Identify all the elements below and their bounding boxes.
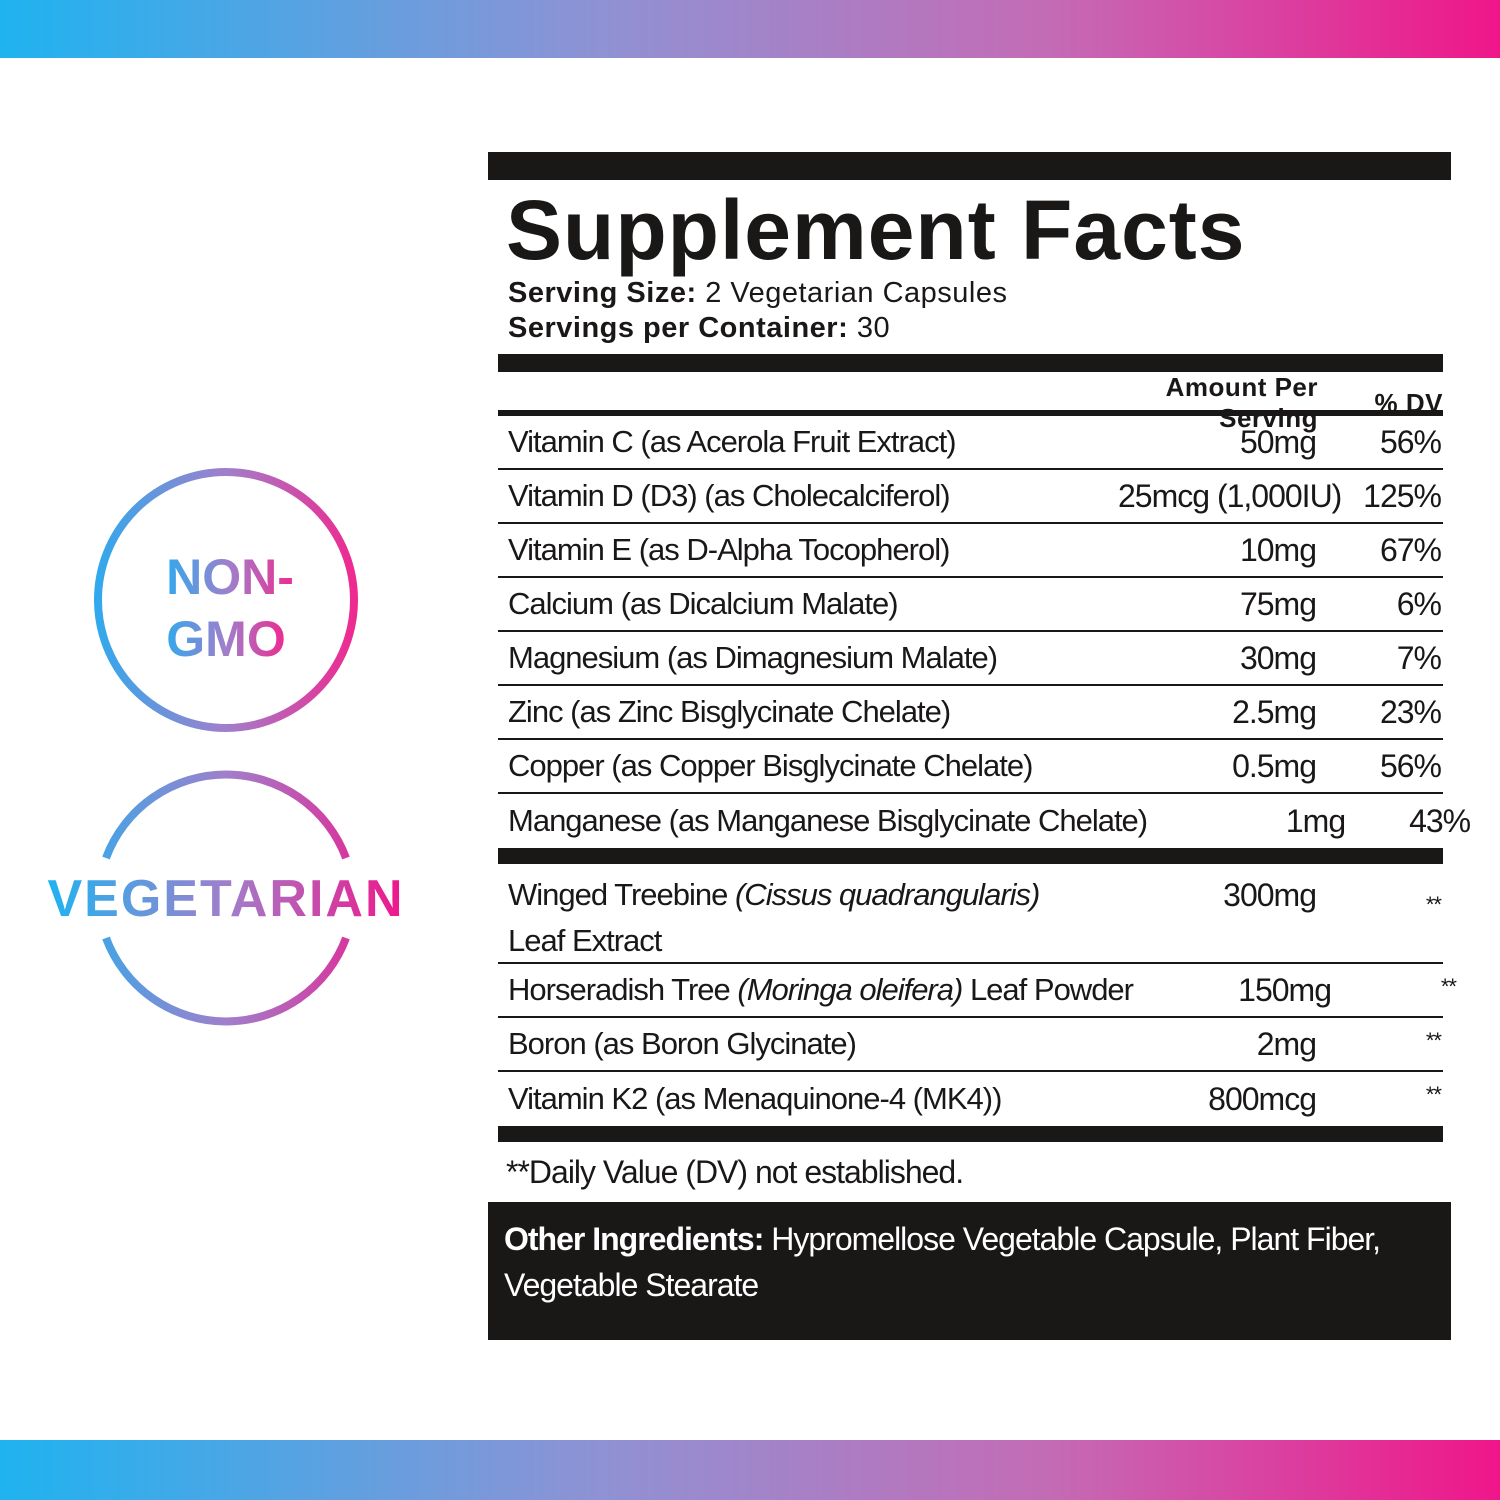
nutrient-dv: 6% [1396, 585, 1442, 622]
vegetarian-badge: VEGETARIAN [47, 764, 403, 1032]
thick-rule [498, 848, 1443, 864]
serving-size-value: 2 Vegetarian Capsules [705, 277, 1008, 309]
nutrient-row: Horseradish Tree (Moringa oleifera) Leaf… [498, 964, 1457, 1018]
non-gmo-badge: NON- GMO [92, 466, 360, 734]
serving-size-label: Serving Size: [508, 277, 697, 309]
nutrient-dv: 7% [1396, 639, 1442, 676]
nutrient-name: Vitamin K2 (as Menaquinone-4 (MK4)) [508, 1081, 1002, 1116]
nutrient-amount: 25mcg (1,000IU) [1118, 477, 1342, 514]
nutrient-dv: 56% [1379, 423, 1442, 460]
nutrient-name: Vitamin D (D3) (as Cholecalciferol) [508, 478, 951, 513]
nutrient-name: Horseradish Tree (Moringa oleifera) Leaf… [508, 972, 1134, 1007]
thick-rule [498, 354, 1443, 372]
nutrient-name: Zinc (as Zinc Bisglycinate Chelate) [508, 694, 951, 729]
nutrient-dv: 23% [1379, 693, 1442, 730]
nutrient-amount: 75mg [1239, 585, 1317, 622]
nutrient-amount: 300mg [1223, 877, 1317, 913]
nutrient-dv: 125% [1363, 477, 1442, 514]
nutrient-amount: 0.5mg [1232, 747, 1317, 784]
nutrient-row: Calcium (as Dicalcium Malate) 75mg 6% [498, 578, 1443, 632]
supplement-facts-label: Supplement Facts Serving Size: 2 Vegetar… [488, 152, 1471, 1340]
nutrient-row: Vitamin D (D3) (as Cholecalciferol) 25mcg… [498, 470, 1443, 524]
nutrient-row: Vitamin K2 (as Menaquinone-4 (MK4)) 800mc… [498, 1072, 1443, 1126]
amount-header: Amount Per Serving [1165, 372, 1318, 433]
column-header: Amount Per Serving % DV [498, 372, 1443, 433]
nutrient-amount: 2mg [1256, 1025, 1317, 1062]
badge-text: VEGETARIAN [47, 870, 404, 928]
nutrient-row: Manganese (as Manganese Bisglycinate Che… [498, 794, 1471, 848]
nutrient-name: Winged Treebine (Cissus quadrangularis) … [508, 877, 1040, 958]
badge-line-1: NON- [166, 549, 294, 605]
nutrient-row: Vitamin C (as Acerola Fruit Extract) 50mg… [498, 416, 1443, 470]
other-ingredients-label: Other Ingredients: [504, 1221, 764, 1257]
nutrient-dv: 67% [1379, 531, 1442, 568]
nutrient-amount: 800mcg [1208, 1080, 1317, 1117]
nutrient-amount: 30mg [1239, 639, 1317, 676]
badge-line-2: GMO [166, 611, 285, 667]
nutrient-name: Copper (as Copper Bisglycinate Chelate) [508, 748, 1033, 783]
gradient-band-bottom [0, 1440, 1500, 1500]
nutrient-row: Vitamin E (as D-Alpha Tocopherol) 10mg 67% [498, 524, 1443, 578]
nutrient-amount: 150mg [1238, 971, 1332, 1008]
nutrient-row: Winged Treebine (Cissus quadrangularis) … [498, 864, 1443, 964]
nutrient-row: Zinc (as Zinc Bisglycinate Chelate) 2.5mg… [498, 686, 1443, 740]
nutrient-name: Calcium (as Dicalcium Malate) [508, 586, 899, 621]
dv-header: % DV [1374, 387, 1443, 418]
gradient-band-top [0, 0, 1500, 58]
nutrient-dv: ** [1425, 1028, 1442, 1053]
rule [498, 410, 1443, 416]
servings-per-container: Servings per Container: 30 [488, 311, 1451, 346]
nutrient-name: Boron (as Boron Glycinate) [508, 1026, 857, 1061]
nutrient-amount: 2.5mg [1232, 693, 1317, 730]
nutrient-amount: 1mg [1285, 802, 1346, 839]
other-ingredients-text: Hypromellose Vegetable Capsule, Plant Fi… [504, 1221, 1381, 1303]
nutrient-name: Manganese (as Manganese Bisglycinate Che… [508, 803, 1148, 838]
nutrient-row: Boron (as Boron Glycinate) 2mg ** [498, 1018, 1443, 1072]
nutrient-row: Copper (as Copper Bisglycinate Chelate) 0… [498, 740, 1443, 794]
nutrient-amount: 50mg [1239, 423, 1317, 460]
nutrient-dv: ** [1425, 1082, 1442, 1107]
nutrient-dv: 56% [1379, 747, 1442, 784]
nutrient-row: Magnesium (as Dimagnesium Malate) 30mg 7% [498, 632, 1443, 686]
servings-label: Servings per Container: [508, 312, 849, 344]
nutrient-name: Magnesium (as Dimagnesium Malate) [508, 640, 998, 675]
nutrient-dv: 43% [1409, 802, 1471, 839]
nutrient-name: Vitamin E (as D-Alpha Tocopherol) [508, 532, 950, 567]
top-rule [488, 152, 1451, 180]
nutrient-amount: 10mg [1239, 531, 1317, 568]
servings-value: 30 [856, 312, 891, 344]
footnote: **Daily Value (DV) not established. [506, 1154, 964, 1190]
nutrient-dv: ** [1440, 974, 1457, 999]
nutrient-dv: ** [1425, 892, 1442, 917]
label-title: Supplement Facts [506, 183, 1246, 277]
serving-size: Serving Size: 2 Vegetarian Capsules [488, 276, 1451, 311]
thick-rule [498, 1126, 1443, 1142]
other-ingredients: Other Ingredients: Hypromellose Vegetabl… [488, 1202, 1451, 1340]
nutrient-name: Vitamin C (as Acerola Fruit Extract) [508, 424, 957, 459]
